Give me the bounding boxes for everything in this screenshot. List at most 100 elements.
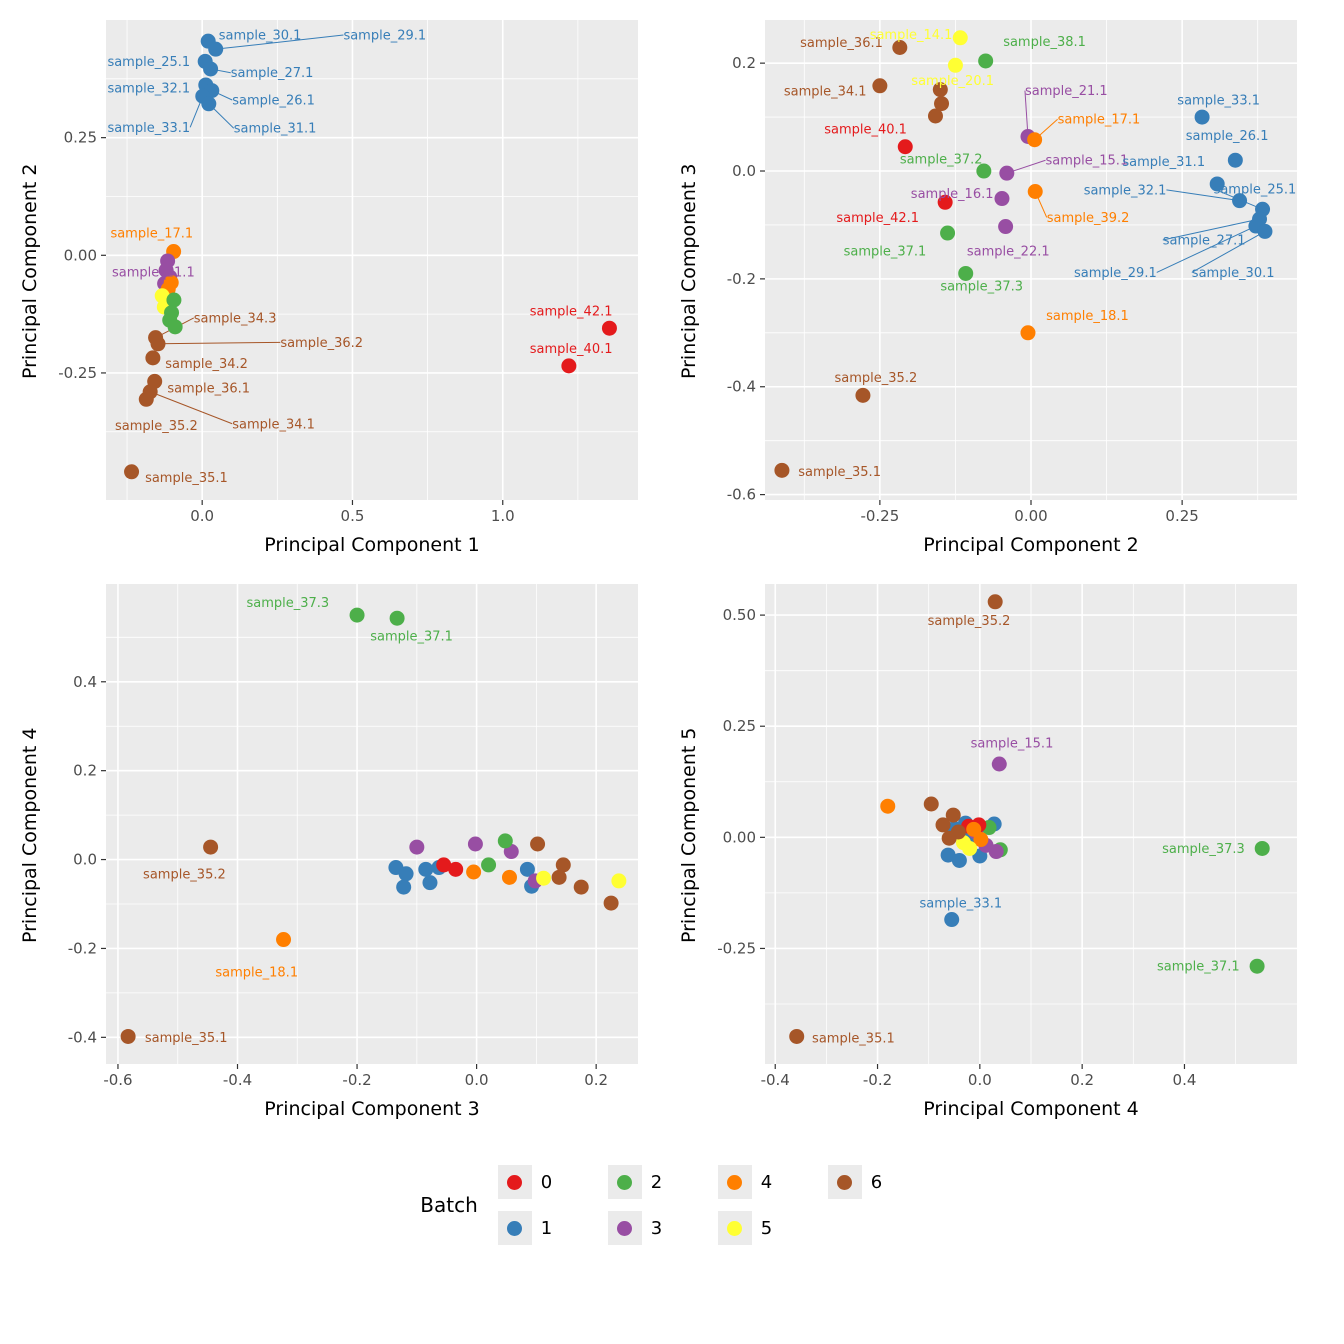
point-label: sample_22.1 — [967, 244, 1050, 259]
data-point — [952, 30, 968, 46]
y-axis-title-pc2: Principal Component 2 — [19, 163, 41, 379]
data-point — [998, 219, 1014, 235]
point-label: sample_33.1 — [1177, 93, 1260, 108]
legend-point-icon — [507, 1174, 523, 1190]
panel-background — [106, 20, 638, 500]
point-label: sample_15.1 — [971, 737, 1054, 752]
data-point — [976, 163, 992, 179]
point-label: sample_21.1 — [1025, 84, 1108, 99]
data-point — [561, 358, 577, 374]
point-label: sample_32.1 — [1084, 183, 1167, 198]
point-label: sample_35.2 — [143, 868, 226, 883]
data-point — [497, 833, 513, 849]
point-label: sample_29.1 — [1074, 266, 1157, 281]
data-point — [1249, 958, 1265, 974]
y-tick-label: 0.0 — [732, 162, 756, 180]
data-point — [530, 836, 546, 852]
data-point — [138, 391, 154, 407]
point-label: sample_18.1 — [1046, 309, 1129, 324]
data-point — [448, 861, 464, 877]
point-label: sample_36.2 — [280, 336, 363, 351]
point-label: sample_42.1 — [530, 304, 613, 319]
data-point — [398, 866, 414, 882]
data-point — [467, 836, 483, 852]
scatter-pc3-pc4: -0.6 -0.4 -0.2 0.0 0.2 -0.4 -0.2 0.0 0.2 0.4 sampl… — [52, 576, 648, 1094]
point-label: sample_35.1 — [798, 465, 881, 480]
x-tick-label: 0.25 — [1165, 507, 1198, 525]
data-point — [978, 53, 994, 69]
data-point — [1020, 325, 1036, 341]
data-point — [947, 57, 963, 73]
y-axis-title-pc5: Principal Component 5 — [678, 727, 700, 943]
legend-label: 0 — [540, 1171, 553, 1193]
y-tick-label: -0.25 — [717, 939, 756, 957]
point-label: sample_39.2 — [1047, 211, 1130, 226]
x-axis-title-pc1: Principal Component 1 — [264, 534, 480, 556]
data-point — [519, 861, 535, 877]
legend-point-icon — [837, 1174, 853, 1190]
data-point — [958, 265, 974, 281]
point-label: sample_31.1 — [234, 122, 317, 137]
point-label: sample_36.1 — [800, 36, 883, 51]
scatter-pc1-pc2: 0.0 0.5 1.0 -0.25 0.00 0.25 sample_30.1 sample_… — [52, 12, 648, 530]
data-point — [120, 1028, 136, 1044]
point-label: sample_26.1 — [232, 94, 315, 109]
label-leader-line — [1156, 225, 1257, 273]
data-point — [409, 839, 425, 855]
legend-entry-batch-5: 5 — [717, 1211, 814, 1245]
data-point — [166, 292, 182, 308]
data-point — [945, 807, 961, 823]
x-tick-label: 0.0 — [465, 1071, 489, 1089]
legend-key — [607, 1211, 642, 1245]
x-tick-label: -0.2 — [342, 1071, 371, 1089]
data-point — [349, 607, 365, 623]
y-axis-title-pc3: Principal Component 3 — [678, 163, 700, 379]
point-label: sample_37.1 — [1157, 960, 1240, 975]
data-point — [872, 78, 888, 94]
label-leader-line — [157, 341, 281, 345]
legend-label: 5 — [760, 1217, 773, 1239]
point-label: sample_27.1 — [1163, 234, 1246, 249]
plot-canvas: -0.6 -0.4 -0.2 0.0 0.2 -0.4 -0.2 0.0 0.2 0.4 sampl… — [68, 584, 638, 1089]
x-tick-label: 0.00 — [1014, 507, 1047, 525]
data-point — [611, 873, 627, 889]
point-label: sample_18.1 — [215, 966, 298, 981]
point-label: sample_35.1 — [145, 1031, 228, 1046]
legend-entry-batch-2: 2 — [607, 1165, 704, 1199]
label-leader-line — [1166, 189, 1240, 202]
data-point — [481, 857, 497, 873]
data-point — [389, 610, 405, 626]
legend-entry-batch-1: 1 — [497, 1211, 594, 1245]
legend-point-icon — [727, 1220, 743, 1236]
plot-canvas: -0.25 0.00 0.25 -0.6 -0.4 -0.2 0.0 0.2 sample_36… — [727, 20, 1297, 525]
data-point — [941, 830, 957, 846]
data-point — [991, 756, 1007, 772]
legend-key — [827, 1165, 862, 1199]
point-label: sample_27.1 — [231, 66, 314, 81]
x-tick-label: 0.2 — [584, 1071, 608, 1089]
data-point — [774, 462, 790, 478]
panel-background — [106, 584, 638, 1064]
y-tick-label: 0.25 — [64, 129, 97, 147]
legend-key — [717, 1211, 752, 1245]
panel-pc1-pc2: Principal Component 2 0.0 0.5 1.0 -0.25 0.00… — [14, 12, 667, 564]
data-point — [923, 796, 939, 812]
point-label: sample_37.3 — [246, 596, 329, 611]
data-point — [145, 350, 161, 366]
data-point — [934, 96, 950, 112]
point-label: sample_34.1 — [784, 85, 867, 100]
point-label: sample_37.2 — [900, 153, 983, 168]
y-tick-label: 0.00 — [64, 246, 97, 264]
point-label: sample_26.1 — [1186, 129, 1269, 144]
data-point — [201, 96, 217, 112]
data-point — [501, 869, 517, 885]
point-label: sample_40.1 — [530, 342, 613, 357]
chart-grid: Principal Component 2 0.0 0.5 1.0 -0.25 0.00… — [0, 6, 1344, 1128]
y-tick-label: 0.2 — [73, 762, 97, 780]
data-point — [555, 857, 571, 873]
legend-label: 6 — [870, 1171, 883, 1193]
legend-point-icon — [617, 1220, 633, 1236]
legend-entry-batch-0: 0 — [497, 1165, 594, 1199]
legend-entry-batch-6: 6 — [827, 1165, 924, 1199]
data-point — [892, 40, 908, 56]
